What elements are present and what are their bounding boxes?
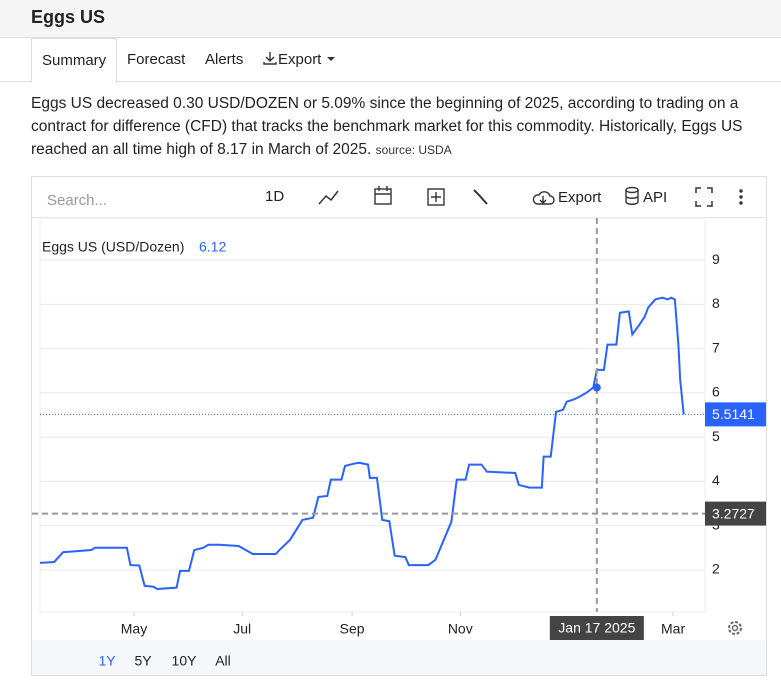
interval-button[interactable]: 1D	[265, 188, 284, 205]
y-tick-label: 2	[712, 561, 720, 577]
api-button[interactable]: API	[643, 189, 667, 206]
tab[interactable]: Forecast	[127, 51, 186, 68]
fullscreen-icon[interactable]	[695, 187, 713, 207]
source: source: USDA	[375, 143, 452, 157]
download-icon	[263, 52, 277, 65]
y-tick-label: 9	[712, 251, 720, 267]
crosshair-y-box	[705, 501, 766, 526]
crosshair-y-label: 3.2727	[712, 505, 755, 521]
y-tick-label: 6	[712, 384, 720, 400]
crosshair-x-box	[549, 616, 644, 640]
chart-type-icon[interactable]	[318, 190, 339, 205]
page-title: Eggs US	[31, 7, 106, 27]
x-tick-label: Sep	[340, 621, 365, 637]
tab[interactable]: Alerts	[205, 51, 244, 68]
export-icon[interactable]	[532, 191, 555, 205]
x-tick-label: Nov	[448, 621, 473, 637]
search-box[interactable]: Search...	[47, 192, 107, 209]
y-tick-label: 5	[712, 428, 720, 444]
price-line	[39, 296, 685, 590]
more-icon[interactable]	[739, 189, 743, 205]
legend-label: Eggs US (USD/Dozen)	[42, 239, 184, 255]
tab-label: Export	[278, 51, 322, 68]
crosshair-x-label: Jan 17 2025	[558, 620, 635, 636]
range-button[interactable]: 10Y	[172, 653, 198, 669]
api-icon[interactable]	[625, 186, 639, 205]
chart: Search... 1D Export API 23456789MayJulSe…	[31, 176, 767, 676]
y-tick-label: 7	[712, 339, 720, 355]
last-price-label: 5.5141	[712, 406, 755, 422]
caret	[326, 57, 335, 61]
y-tick-label: 8	[712, 295, 720, 311]
description: Eggs US decreased 0.30 USD/DOZEN or 5.09…	[31, 92, 771, 162]
range-bar	[32, 640, 766, 675]
range-button[interactable]: All	[215, 653, 231, 669]
x-tick-label: Mar	[661, 621, 685, 637]
crosshair-point	[592, 383, 601, 392]
settings-icon[interactable]	[473, 189, 488, 205]
range-button[interactable]: 1Y	[98, 653, 116, 669]
tab[interactable]: Summary	[31, 38, 118, 83]
gear-icon[interactable]	[728, 621, 742, 635]
export-button[interactable]: Export	[558, 189, 602, 206]
y-tick-label: 4	[712, 472, 720, 488]
x-tick-label: Jul	[233, 621, 251, 637]
x-tick-label: May	[121, 621, 147, 637]
calendar-icon[interactable]	[374, 186, 392, 205]
header: Eggs US	[0, 0, 781, 38]
tab-bar: Summary Forecast Alerts Export	[0, 38, 781, 83]
range-button[interactable]: 5Y	[134, 653, 152, 669]
description-text: Eggs US decreased 0.30 USD/DOZEN or 5.09…	[31, 95, 743, 158]
legend-value: 6.12	[199, 239, 226, 255]
last-price-box	[705, 402, 766, 427]
tab[interactable]: Export	[262, 38, 336, 81]
add-icon[interactable]	[427, 188, 445, 206]
